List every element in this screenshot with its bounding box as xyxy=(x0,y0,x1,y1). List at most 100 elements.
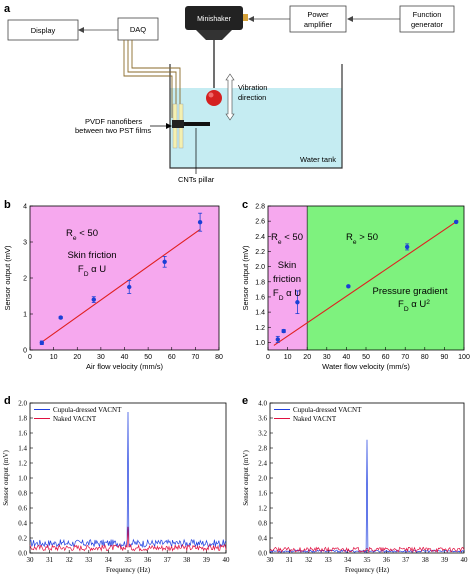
y-tick-label: 3.2 xyxy=(258,430,267,438)
data-point xyxy=(404,244,410,250)
pvdf-label-2: between two PST films xyxy=(75,126,151,135)
y-tick-label: 1 xyxy=(23,312,27,319)
y-tick-label: 0.0 xyxy=(258,550,267,558)
series-line-naked xyxy=(29,526,227,552)
right-law-label-part: α U xyxy=(409,299,427,310)
right-reynolds-label: Re > 50 xyxy=(346,232,378,246)
y-tick-label: 2.8 xyxy=(258,445,267,453)
legend-label: Naked VACNT xyxy=(293,415,337,423)
right-law-label: FD α U2 xyxy=(398,299,430,313)
x-tick-label: 39 xyxy=(203,556,211,564)
x-tick-label: 36 xyxy=(144,556,152,564)
x-tick-label: 30 xyxy=(267,556,275,564)
y-tick-label: 2.0 xyxy=(255,264,265,271)
x-tick-label: 40 xyxy=(461,556,469,564)
y-axis-label: Sensor output (mV) xyxy=(3,245,12,311)
y-tick-label: 2.4 xyxy=(255,234,265,241)
panel-label-a: a xyxy=(4,3,11,15)
y-axis-label: Sensor output (mV) xyxy=(2,450,10,506)
y-tick-label: 1.4 xyxy=(255,310,265,317)
data-point xyxy=(281,328,286,334)
y-tick-label: 2.8 xyxy=(255,204,265,211)
daq-box xyxy=(117,17,159,41)
x-tick-label: 30 xyxy=(97,354,105,361)
cable-3 xyxy=(123,40,173,118)
x-tick-label: 36 xyxy=(383,556,391,564)
arrow-gen-amp-head xyxy=(347,16,353,22)
y-tick-label: 2.2 xyxy=(255,249,265,256)
left-law-label: FD α U xyxy=(273,288,301,302)
legend-label: Naked VACNT xyxy=(53,415,97,423)
y-tick-label: 2.4 xyxy=(258,460,267,468)
left-regime-label-1: Skin xyxy=(278,260,296,271)
plot-frame xyxy=(29,402,227,554)
amplifier-label-2: amplifier xyxy=(304,20,333,29)
x-tick-label: 34 xyxy=(105,556,113,564)
x-tick-label: 33 xyxy=(85,556,93,564)
minishaker-base xyxy=(196,30,232,40)
right-regime-label: Pressure gradient xyxy=(373,286,448,297)
panel-e-chart: e 30 31 32 33 34 35 36 37 38 39 40 0.0 0.4 0.8 1.2 1.6 2… xyxy=(242,395,468,574)
data-point xyxy=(127,284,132,290)
y-tick-label: 1.6 xyxy=(255,294,265,301)
series-line-cupula xyxy=(269,439,465,554)
panel-label-d: d xyxy=(4,395,11,407)
legend-label: Cupula-dressed VACNT xyxy=(293,406,362,414)
y-tick-label: 4.0 xyxy=(258,400,267,408)
y-tick-label: 0.8 xyxy=(18,490,27,498)
y-tick-label: 0.0 xyxy=(18,550,27,558)
panel-label-b: b xyxy=(4,199,11,211)
minishaker-label: Minishaker xyxy=(197,16,232,23)
left-law-label-part: D xyxy=(279,295,284,302)
data-point xyxy=(197,220,203,225)
right-law-label-part: F xyxy=(398,299,404,310)
left-law-label-part: F xyxy=(273,288,279,299)
x-tick-label: 35 xyxy=(125,556,133,564)
panel-b-chart: b 0 10 20 30 40 50 60 70 80 0 1 2 3 4 Air flow velocit… xyxy=(3,199,223,371)
sensor-clamp xyxy=(172,120,184,128)
series-line-cupula xyxy=(29,411,227,549)
pillar-label: CNTs pillar xyxy=(178,175,215,184)
y-tick-label: 1.4 xyxy=(18,445,27,453)
x-tick-label: 35 xyxy=(364,556,372,564)
x-tick-label: 40 xyxy=(343,354,351,361)
regime-reynolds-label: Re < 50 xyxy=(66,228,98,242)
vibration-label-1: Vibration xyxy=(238,83,267,92)
amplifier-label-1: Power xyxy=(307,10,329,19)
x-axis-label: Water flow velocity (mm/s) xyxy=(322,362,410,371)
x-tick-label: 32 xyxy=(305,556,313,564)
data-point xyxy=(275,337,280,342)
amplifier-box xyxy=(289,5,347,33)
x-tick-label: 38 xyxy=(422,556,430,564)
y-tick-label: 0.4 xyxy=(258,535,267,543)
minishaker-body xyxy=(185,6,243,30)
y-tick-label: 3 xyxy=(23,240,27,247)
regime-law-label: FD α U xyxy=(78,264,106,278)
x-tick-label: 20 xyxy=(303,354,311,361)
left-law-label-part: α U xyxy=(283,288,301,299)
right-reynolds-label-part: R xyxy=(346,232,353,243)
x-tick-label: 60 xyxy=(382,354,390,361)
y-tick-label: 0 xyxy=(23,348,27,355)
data-point xyxy=(162,259,167,264)
x-tick-label: 37 xyxy=(402,556,410,564)
y-tick-label: 2.6 xyxy=(255,219,265,226)
series-line-naked xyxy=(269,546,465,554)
x-axis-label: Frequency (Hz) xyxy=(345,566,390,574)
plot-frame xyxy=(269,402,465,554)
vibration-label-2: direction xyxy=(238,93,266,102)
x-tick-label: 50 xyxy=(144,354,152,361)
y-tick-label: 2.0 xyxy=(258,475,267,483)
vibrating-ball xyxy=(206,90,222,106)
regime-reynolds-label-part: R xyxy=(66,228,73,239)
left-reynolds-label-part: < 50 xyxy=(282,232,303,243)
x-tick-label: 70 xyxy=(191,354,199,361)
y-tick-label: 1.8 xyxy=(18,415,27,423)
y-tick-label: 0.6 xyxy=(18,505,27,513)
generator-label-1: Function xyxy=(413,10,442,19)
y-axis-label: Sensor output (mV) xyxy=(242,450,250,506)
data-point xyxy=(295,300,300,305)
data-point xyxy=(346,284,351,289)
regime-law-label-part: α U xyxy=(88,264,106,275)
y-tick-label: 1.2 xyxy=(255,325,265,332)
